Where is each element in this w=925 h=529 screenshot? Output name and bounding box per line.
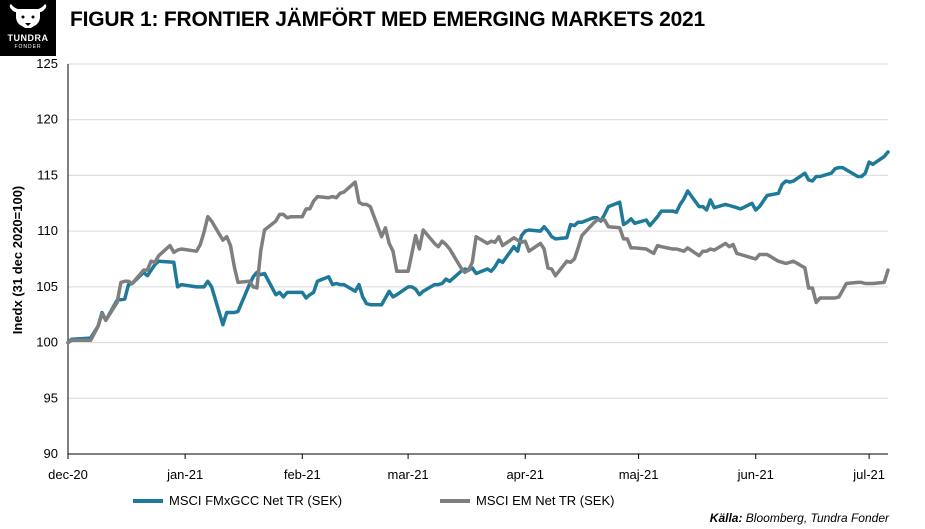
legend-swatch-em (440, 498, 470, 503)
chart-title: FIGUR 1: FRONTIER JÄMFÖRT MED EMERGING M… (70, 8, 706, 31)
x-tick-label: maj-21 (619, 467, 659, 482)
x-tick-label: mar-21 (387, 467, 428, 482)
y-tick-label: 90 (44, 446, 58, 461)
source-note: Källa: Bloomberg, Tundra Fonder (710, 511, 889, 525)
legend-swatch-fmxgcc (133, 498, 163, 503)
legend-item-fmxgcc: MSCI FMxGCC Net TR (SEK) (133, 493, 342, 508)
source-label: Källa: (709, 511, 743, 525)
x-tick-label: jun-21 (737, 467, 774, 482)
y-tick-label: 115 (37, 167, 58, 182)
grid-lines (68, 63, 888, 399)
legend-label-em: MSCI EM Net TR (SEK) (476, 493, 615, 508)
series-line-fmxgcc (66, 150, 890, 345)
series-lines (66, 150, 890, 345)
y-tick-label: 125 (36, 56, 58, 71)
x-tick-label: feb-21 (284, 467, 321, 482)
source-text: Bloomberg, Tundra Fonder (742, 511, 889, 525)
logo-name: TUNDRA (7, 33, 49, 43)
legend-item-em: MSCI EM Net TR (SEK) (440, 493, 614, 508)
x-tick-label: jul-21 (852, 467, 885, 482)
tundra-logo: TUNDRA FONDER (0, 0, 56, 56)
x-axis-ticks: dec-20 jan-21 feb-21 mar-21 apr-21 maj-21 jun-… (48, 454, 885, 482)
x-tick-label: jan-21 (166, 467, 203, 482)
series-line-em (66, 180, 890, 345)
x-tick-label: apr-21 (506, 467, 544, 482)
y-tick-label: 120 (36, 112, 58, 127)
y-tick-label: 105 (36, 279, 58, 294)
y-tick-label: 100 (36, 335, 58, 350)
legend-label-fmxgcc: MSCI FMxGCC Net TR (SEK) (169, 493, 343, 508)
bull-logo-icon (9, 4, 47, 28)
y-tick-label: 95 (44, 390, 58, 405)
axes (67, 64, 888, 455)
logo-subtitle: FONDER (14, 44, 42, 50)
y-axis-label: Inedx (31 dec 2020=100) (10, 186, 25, 335)
y-tick-label: 110 (37, 223, 58, 238)
x-tick-label: dec-20 (48, 467, 88, 482)
y-axis-ticks: 90 95 100 105 110 115 120 125 (36, 56, 58, 461)
